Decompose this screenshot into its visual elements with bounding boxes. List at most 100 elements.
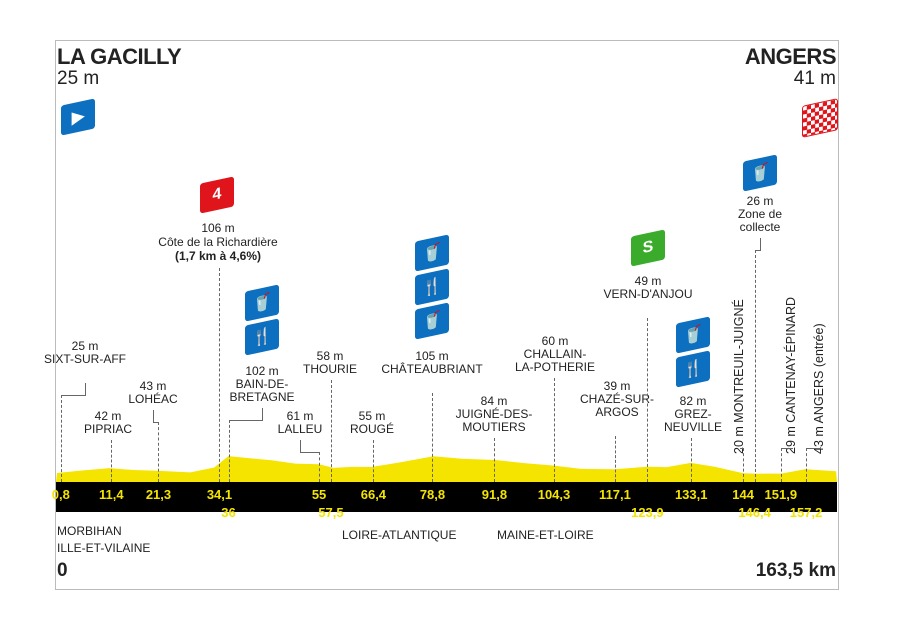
waypoint-altitude: 26 m (746, 194, 774, 208)
waypoint-marker-line (60, 395, 62, 482)
waypoint-leader (153, 422, 160, 423)
waypoint-name: BAIN-DE-BRETAGNE (229, 377, 295, 404)
km-label: 36 (221, 505, 236, 520)
climb-name: Côte de la Richardière (158, 235, 278, 249)
waypoint-marker-line (158, 422, 160, 482)
km-label: 21,3 (145, 487, 172, 502)
elevation-profile (56, 456, 837, 482)
waypoint-marker-line (553, 378, 555, 482)
waypoint-altitude: 29 m (784, 426, 798, 454)
waypoint-altitude: 61 m (286, 409, 314, 423)
km-bar (56, 482, 837, 512)
waypoint-name: VERN-D'ANJOU (603, 287, 693, 301)
waypoint-leader (754, 250, 761, 251)
waypoint-marker-line (373, 440, 375, 482)
waypoint-altitude: 43 m (139, 379, 167, 393)
region-loire-atlantique: LOIRE-ATLANTIQUE (342, 528, 457, 542)
waypoint-label-vertical: 20 m MONTREUIL-JUIGNÉ (732, 299, 746, 454)
finish-km: 163,5 km (755, 560, 836, 581)
km-label: 34,1 (206, 487, 233, 502)
waypoint-altitude: 82 m (679, 394, 707, 408)
waypoint-name: THOURIE (303, 362, 357, 376)
waypoint-name: LALLEU (277, 422, 323, 436)
waypoint-altitude: 43 m (812, 426, 826, 454)
waypoint-label-vertical: 29 m CANTENAY-ÉPINARD (784, 297, 798, 454)
waypoint-marker-line (614, 436, 616, 482)
climb-marker-line (219, 268, 221, 482)
km-label: 123,9 (631, 505, 664, 520)
km-label: 66,4 (360, 487, 387, 502)
waypoint-altitude: 55 m (358, 409, 386, 423)
climb-altitude: 106 m (201, 221, 235, 235)
waypoint-label-vertical: 43 m ANGERS (entrée) (812, 323, 826, 454)
waypoint-name: SIXT-SUR-AFF (43, 352, 126, 366)
km-label: 146,4 (738, 505, 771, 520)
finish-city: ANGERS (744, 44, 837, 69)
waypoint-leader (300, 440, 301, 452)
waypoint-name: PIPRIAC (83, 422, 132, 436)
waypoint-marker-line (754, 250, 756, 482)
km-label: 57,5 (318, 505, 344, 520)
waypoint-marker-line (743, 448, 745, 482)
waypoint-name: CHAZÉ-SUR-ARGOS (580, 392, 654, 419)
frame (55, 40, 839, 590)
km-label: 151,9 (764, 487, 798, 502)
waypoint-name: ROUGÉ (349, 422, 394, 436)
waypoint-marker-line (691, 438, 693, 482)
waypoint-altitude: 84 m (480, 394, 508, 408)
waypoint-leader (228, 420, 263, 421)
waypoint-name: ANGERS (entrée) (812, 323, 826, 424)
waypoint-name: LOHÉAC (128, 392, 178, 406)
waypoint-leader (760, 238, 761, 250)
waypoint-altitude: 42 m (94, 409, 122, 423)
waypoint-name: Zone de collecte (737, 207, 783, 234)
km-label: 117,1 (599, 487, 631, 502)
waypoint-name: CANTENAY-ÉPINARD (784, 296, 798, 423)
km-label: 11,4 (99, 487, 124, 502)
start-altitude: 25 m (57, 68, 100, 89)
km-label: 78,8 (419, 487, 446, 502)
waypoint-altitude: 60 m (541, 334, 569, 348)
start-km: 0 (57, 560, 68, 581)
waypoint-altitude: 49 m (634, 274, 662, 288)
waypoint-name: MONTREUIL-JUIGNÉ (732, 299, 746, 423)
waypoint-marker-line (494, 438, 496, 482)
waypoint-leader (262, 408, 263, 420)
region-morbihan: MORBIHAN (57, 524, 122, 538)
start-city: LA GACILLY (57, 44, 182, 69)
waypoint-marker-line (806, 448, 808, 482)
finish-altitude: 41 m (793, 68, 836, 89)
km-label: 0,8 (51, 487, 70, 502)
waypoint-leader (300, 452, 321, 453)
km-label: 157,2 (789, 505, 823, 520)
waypoint-leader (806, 448, 821, 449)
waypoint-marker-line (111, 440, 113, 482)
waypoint-marker-line (228, 420, 230, 482)
waypoint-leader (153, 410, 154, 422)
waypoint-leader (85, 383, 86, 395)
waypoint-altitude: 105 m (415, 349, 449, 363)
waypoint-altitude: 39 m (603, 379, 631, 393)
waypoint-altitude: 25 m (71, 339, 99, 353)
waypoint-leader (740, 448, 745, 449)
waypoint-marker-line (647, 318, 649, 482)
waypoint-marker-line (319, 452, 321, 482)
waypoint-leader (60, 395, 86, 396)
km-label: 55 (311, 487, 327, 502)
waypoint-name: GREZ-NEUVILLE (663, 407, 723, 434)
waypoint-marker-line (432, 393, 434, 482)
km-label: 133,1 (674, 487, 708, 502)
waypoint-name: JUIGNÉ-DES-MOUTIERS (455, 407, 533, 434)
waypoint-altitude: 102 m (245, 364, 279, 378)
climb-detail: (1,7 km à 4,6%) (174, 249, 262, 263)
region-ille-et-vilaine: ILLE-ET-VILAINE (57, 541, 151, 555)
km-label: 91,8 (481, 487, 508, 502)
waypoint-leader (780, 448, 793, 449)
waypoint-marker-line (330, 380, 332, 482)
region-maine-et-loire: MAINE-ET-LOIRE (497, 528, 594, 542)
waypoint-name: CHÂTEAUBRIANT (381, 362, 483, 376)
km-label: 104,3 (537, 487, 571, 502)
km-label: 144 (732, 487, 755, 502)
waypoint-marker-line (780, 448, 782, 482)
